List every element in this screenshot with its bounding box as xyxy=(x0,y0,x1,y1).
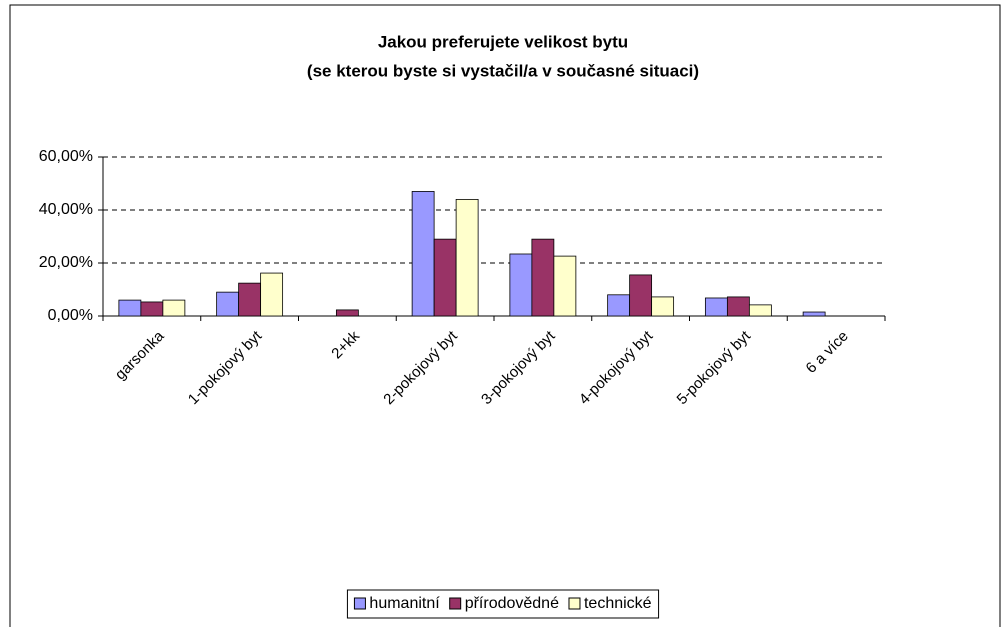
legend-frame xyxy=(346,589,660,619)
legend-swatch xyxy=(353,597,366,610)
chart-subtitle: (se kterou byste si vystačil/a v současn… xyxy=(307,61,699,80)
bar xyxy=(455,198,479,317)
bar xyxy=(118,299,142,317)
bar xyxy=(651,296,675,317)
y-tick-label: 0,00% xyxy=(48,307,93,324)
bar xyxy=(335,309,359,317)
bar xyxy=(140,301,164,317)
bar xyxy=(238,282,262,317)
legend-swatch xyxy=(568,597,581,610)
bar xyxy=(216,291,240,317)
legend-label: humanitní xyxy=(369,595,440,612)
bar xyxy=(553,255,577,317)
y-tick-label: 60,00% xyxy=(39,148,93,165)
bar xyxy=(704,297,728,317)
bar xyxy=(802,311,826,317)
legend-swatch xyxy=(449,597,462,610)
bar xyxy=(509,253,533,317)
legend-label: přírodovědné xyxy=(465,595,559,612)
bar xyxy=(433,238,457,317)
bar xyxy=(260,272,284,317)
bar xyxy=(531,238,555,317)
legend-label: technické xyxy=(584,595,652,612)
bar xyxy=(607,294,631,317)
legend: humanitní přírodovědné technické xyxy=(346,589,660,619)
y-tick-label: 20,00% xyxy=(39,254,93,271)
bar xyxy=(748,304,772,317)
y-tick-label: 40,00% xyxy=(39,201,93,218)
bar xyxy=(162,299,186,317)
bar xyxy=(629,274,653,317)
bar xyxy=(726,296,750,317)
chart-title: Jakou preferujete velikost bytu xyxy=(378,32,628,51)
bar xyxy=(411,191,435,317)
